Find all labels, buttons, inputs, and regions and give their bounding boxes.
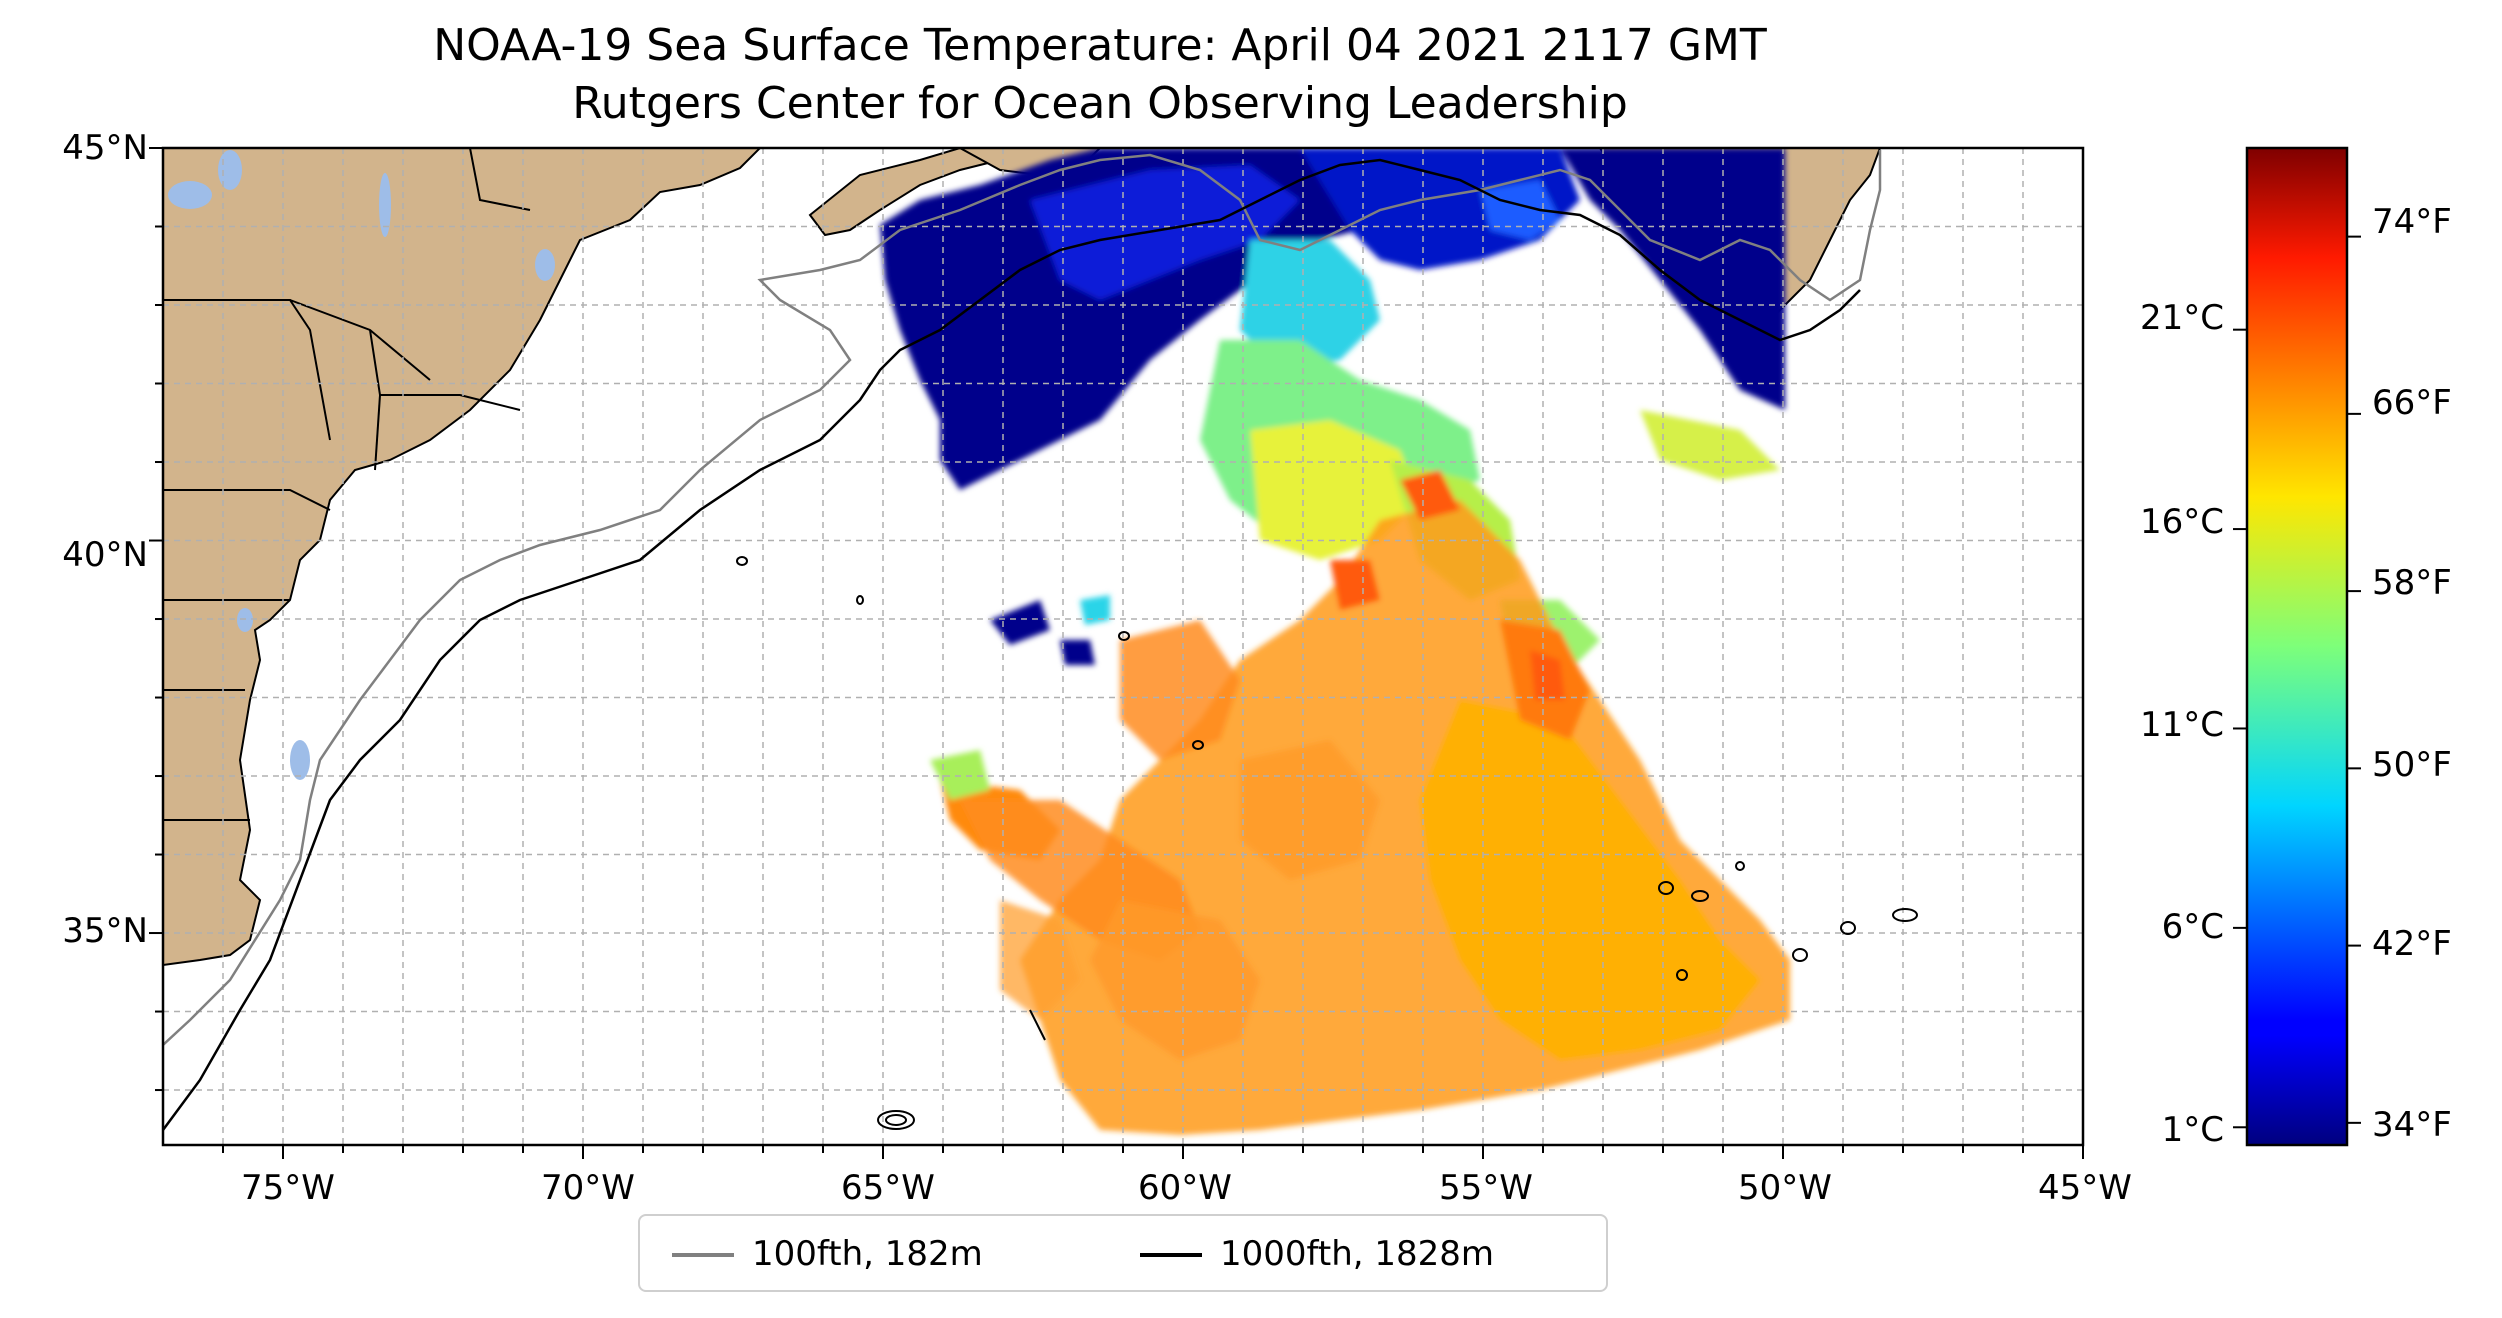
seamount-contours [736, 556, 1918, 1130]
lakes [168, 150, 555, 780]
land-north-america [163, 148, 762, 967]
colorbar-celsius-label: 1°C [2161, 1110, 2224, 1150]
legend-label: 1000fth, 1828m [1220, 1234, 1495, 1274]
lat-tick-label: 35°N [62, 911, 148, 951]
lon-tick-label: 75°W [241, 1168, 335, 1208]
colorbar-celsius-label: 16°C [2139, 502, 2224, 542]
lat-tick-label: 40°N [62, 535, 148, 575]
lon-tick-label: 60°W [1138, 1168, 1232, 1208]
colorbar-ticks [2233, 235, 2361, 1129]
legend-item-1000fth: 1000fth, 1828m [1140, 1234, 1590, 1274]
legend-item-100fth: 100fth, 182m [672, 1234, 1092, 1274]
graticule [163, 148, 2083, 1145]
legend-swatch-100fth [672, 1253, 734, 1257]
state-borders [163, 148, 531, 821]
colorbar-fahrenheit-label: 74°F [2372, 202, 2452, 242]
lon-tick-label: 70°W [541, 1168, 635, 1208]
lon-tick-label: 65°W [841, 1168, 935, 1208]
colorbar-celsius-label: 6°C [2161, 907, 2224, 947]
land-nova-scotia [808, 148, 1051, 237]
legend-label: 100fth, 182m [752, 1234, 983, 1274]
colorbar-fahrenheit-label: 58°F [2372, 563, 2452, 603]
colorbar-fahrenheit-label: 50°F [2372, 745, 2452, 785]
colorbar-fahrenheit-label: 42°F [2372, 924, 2452, 964]
lat-tick-label: 45°N [62, 128, 148, 168]
map-title: NOAA-19 Sea Surface Temperature: April 0… [433, 20, 1767, 71]
colorbar-celsius-label: 21°C [2139, 298, 2224, 338]
legend: 100fth, 182m 1000fth, 1828m [638, 1214, 1608, 1292]
lon-tick-label: 45°W [2038, 1168, 2132, 1208]
colorbar-celsius-label: 11°C [2139, 705, 2224, 745]
isobaths [163, 150, 1882, 1131]
axis-ticks [149, 147, 2084, 1159]
sst-imagery [880, 148, 1790, 1135]
colorbar-fahrenheit-label: 66°F [2372, 383, 2452, 423]
lon-tick-label: 55°W [1439, 1168, 1533, 1208]
legend-swatch-1000fth [1140, 1253, 1202, 1257]
colorbar [2245, 146, 2349, 1147]
map-subtitle: Rutgers Center for Ocean Observing Leade… [572, 78, 1628, 129]
lon-tick-label: 50°W [1738, 1168, 1832, 1208]
colorbar-fahrenheit-label: 34°F [2372, 1105, 2452, 1145]
